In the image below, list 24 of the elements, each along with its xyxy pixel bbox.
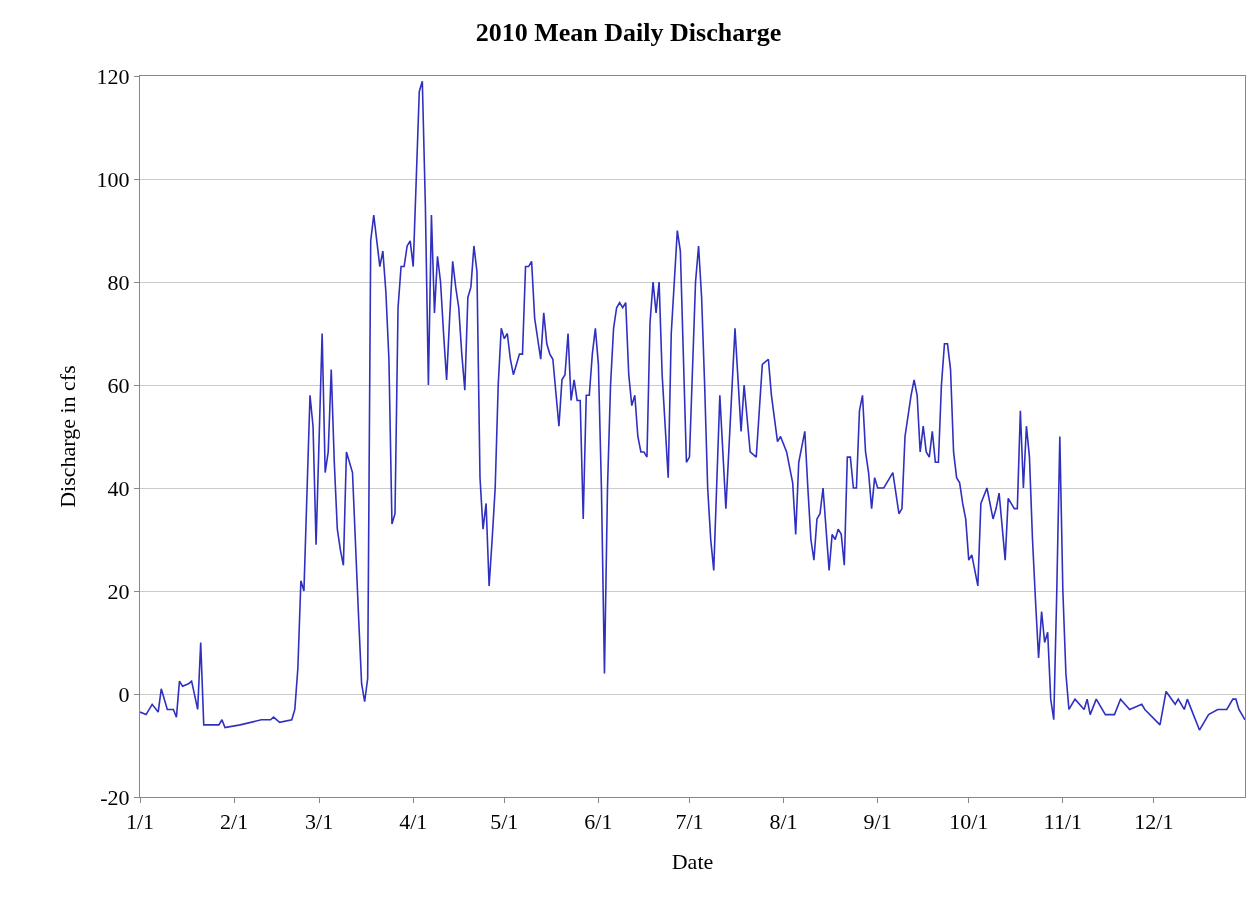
chart-title: 2010 Mean Daily Discharge (475, 17, 782, 47)
x-tick-label: 12/1 (1134, 809, 1174, 835)
y-tick-label: 80 (107, 269, 130, 295)
x-tick-label: 4/1 (399, 809, 428, 835)
x-tick-label: 11/1 (1043, 809, 1083, 835)
y-axis-title: Discharge in cfs (55, 365, 81, 508)
x-tick-label: 10/1 (949, 809, 989, 835)
y-tick-label: 40 (107, 475, 130, 501)
x-tick-label: 6/1 (584, 809, 613, 835)
y-tick-label: -20 (100, 784, 130, 810)
y-tick-label: 100 (96, 166, 130, 192)
x-tick-label: 8/1 (769, 809, 798, 835)
x-tick-label: 3/1 (305, 809, 334, 835)
x-tick-label: 7/1 (675, 809, 704, 835)
y-tick-label: 120 (96, 63, 130, 89)
x-tick-label: 1/1 (125, 809, 155, 835)
y-tick-label: 0 (118, 681, 130, 707)
x-axis-title: Date (671, 849, 714, 875)
x-tick-label: 9/1 (863, 809, 892, 835)
y-tick-label: 20 (107, 578, 130, 604)
x-tick-label: 2/1 (220, 809, 249, 835)
line-series (140, 80, 1245, 731)
y-tick-label: 60 (107, 372, 130, 398)
x-tick-label: 5/1 (490, 809, 519, 835)
